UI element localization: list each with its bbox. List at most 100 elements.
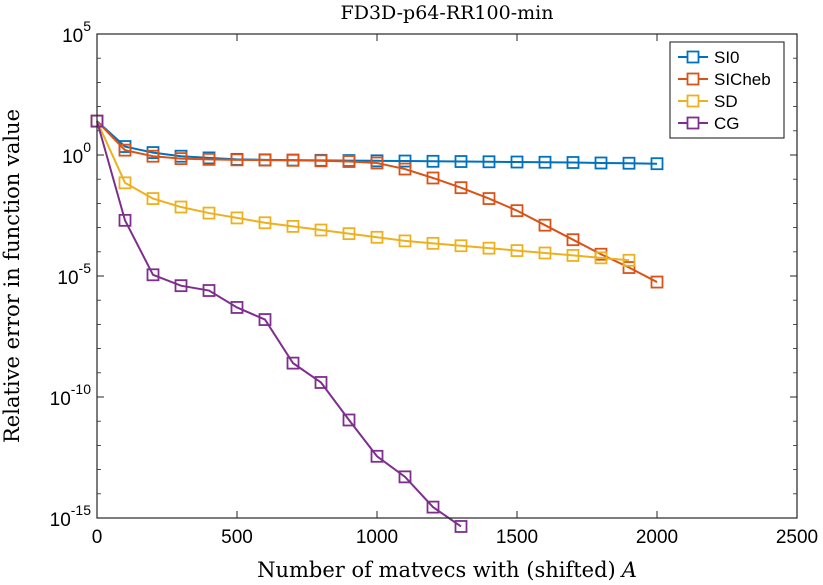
y-tick-label: 100: [62, 139, 91, 168]
y-tick-base: 10: [50, 389, 71, 410]
y-tick-base: 10: [50, 510, 71, 531]
legend-item-sd: SD: [678, 92, 738, 111]
x-axis-label-text: Number of matvecs with (shifted): [257, 558, 616, 582]
data-point-marker: [146, 268, 160, 282]
y-tick-exponent: -10: [71, 381, 91, 397]
data-point-marker: [258, 216, 272, 230]
data-point-marker: [482, 192, 496, 205]
data-point-marker: [118, 176, 132, 190]
y-tick-exponent: 0: [83, 139, 91, 155]
data-point-marker: [202, 284, 216, 297]
data-point-marker: [286, 356, 300, 370]
legend-label: SICheb: [714, 70, 771, 89]
x-axis-label: Number of matvecs with (shifted) A: [257, 558, 637, 582]
legend-marker: [686, 72, 700, 86]
data-point-marker: [594, 156, 608, 170]
data-point-marker: [538, 218, 552, 232]
data-point-marker: [174, 152, 188, 166]
y-tick-exponent: -5: [79, 260, 92, 276]
y-tick-label: 10-5: [57, 260, 91, 289]
legend-label: SD: [714, 92, 738, 111]
data-point-marker: [398, 162, 412, 176]
data-point-marker: [146, 149, 160, 163]
data-point-marker: [258, 153, 272, 167]
data-point-marker: [622, 261, 636, 274]
data-point-marker: [370, 156, 384, 170]
legend: SI0 SICheb SD CG: [669, 41, 785, 139]
data-point-marker: [398, 470, 412, 484]
data-point-marker: [230, 211, 244, 225]
data-point-marker: [426, 236, 440, 250]
legend-label: CG: [714, 114, 740, 133]
series-line: [96, 120, 658, 165]
data-point-marker: [398, 234, 412, 248]
data-point-marker: [426, 500, 440, 514]
series-cg: [90, 114, 468, 533]
data-point-marker: [202, 206, 216, 220]
data-point-marker: [510, 155, 524, 169]
data-point-marker: [230, 301, 244, 314]
data-point-marker: [454, 155, 468, 168]
x-tick-label: 1000: [356, 527, 398, 548]
data-point-marker: [370, 230, 384, 244]
data-point-marker: [454, 520, 468, 533]
data-point-marker: [650, 157, 664, 171]
y-axis-label: Relative error in function value: [0, 109, 24, 443]
data-point-marker: [286, 153, 300, 167]
data-point-marker: [314, 154, 328, 168]
y-tick-base: 10: [62, 26, 83, 47]
x-tick-label: 0: [92, 527, 103, 548]
data-point-marker: [118, 143, 132, 157]
y-tick-label: 10-10: [50, 381, 92, 410]
data-point-marker: [482, 155, 496, 169]
data-point-marker: [426, 171, 440, 185]
data-point-marker: [538, 155, 552, 169]
series-line: [96, 120, 658, 283]
data-point-marker: [314, 223, 328, 237]
legend-marker: [686, 116, 700, 130]
y-tick-label: 105: [62, 18, 91, 47]
data-point-marker: [230, 153, 244, 167]
data-point-marker: [118, 213, 132, 227]
legend-item-sicheb: SICheb: [678, 70, 771, 89]
data-point-marker: [146, 192, 160, 205]
y-tick-exponent: 5: [83, 18, 91, 34]
y-tick-label: 10-15: [50, 502, 92, 531]
data-point-marker: [398, 154, 412, 168]
x-axis-label-var: A: [620, 558, 637, 582]
data-point-marker: [174, 279, 188, 293]
data-point-marker: [566, 249, 580, 262]
data-point-marker: [342, 155, 356, 168]
data-point-marker: [538, 246, 552, 260]
data-point-marker: [202, 152, 216, 166]
data-point-marker: [314, 376, 328, 389]
legend-marker: [686, 94, 700, 108]
data-point-marker: [566, 233, 580, 247]
legend-marker: [686, 50, 700, 64]
data-point-marker: [286, 219, 300, 233]
legend-item-cg: CG: [678, 114, 740, 133]
y-tick-exponent: -15: [71, 502, 91, 518]
legend-item-si0: SI0: [678, 48, 740, 67]
data-point-marker: [342, 227, 356, 241]
data-point-marker: [622, 253, 636, 267]
x-tick-label: 1500: [496, 527, 538, 548]
plot-frame: [96, 33, 798, 519]
data-point-marker: [482, 241, 496, 255]
y-tick-base: 10: [62, 147, 83, 168]
data-point-marker: [258, 313, 272, 326]
y-tick-base: 10: [57, 268, 78, 289]
data-point-marker: [566, 156, 580, 169]
data-point-marker: [650, 275, 664, 289]
legend-label: SI0: [714, 48, 740, 67]
data-point-marker: [622, 156, 636, 170]
data-point-marker: [510, 204, 524, 218]
data-point-marker: [426, 154, 440, 168]
x-tick-label: 500: [221, 527, 253, 548]
data-point-marker: [454, 239, 468, 253]
data-point-marker: [174, 200, 188, 214]
x-tick-label: 2500: [776, 527, 818, 548]
data-point-marker: [454, 181, 468, 195]
chart-title: FD3D-p64-RR100-min: [341, 2, 554, 24]
data-point-marker: [370, 449, 384, 463]
